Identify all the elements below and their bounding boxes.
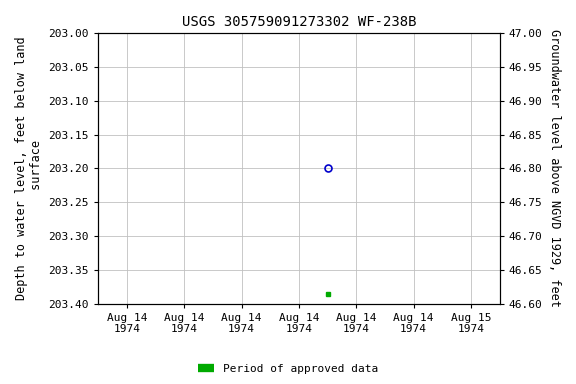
Y-axis label: Depth to water level, feet below land
 surface: Depth to water level, feet below land su… — [15, 36, 43, 300]
Title: USGS 305759091273302 WF-238B: USGS 305759091273302 WF-238B — [181, 15, 416, 29]
Legend: Period of approved data: Period of approved data — [193, 359, 383, 379]
Y-axis label: Groundwater level above NGVD 1929, feet: Groundwater level above NGVD 1929, feet — [548, 30, 561, 307]
